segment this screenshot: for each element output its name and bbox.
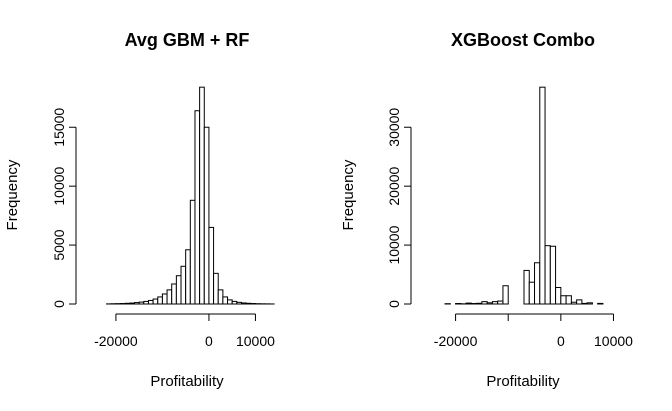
- histogram-bar: [497, 300, 504, 305]
- histogram-bar: [166, 289, 173, 305]
- y-tick-label: 15000: [51, 108, 67, 147]
- x-axis: -20000 0 10000: [94, 313, 275, 349]
- histogram-bar: [481, 301, 488, 305]
- histogram-bar: [222, 296, 229, 305]
- chart-title: Avg GBM + RF: [125, 30, 250, 50]
- bars: [444, 86, 604, 305]
- histogram-bar: [217, 289, 224, 305]
- histogram-bar: [245, 302, 252, 305]
- x-tick-label: -20000: [434, 333, 478, 349]
- y-tick-label: 5000: [51, 229, 67, 260]
- histogram-bar: [565, 295, 572, 305]
- y-tick-label: 30000: [386, 108, 402, 147]
- histogram-bar: [523, 269, 530, 305]
- histogram-bar: [152, 298, 159, 305]
- y-tick-label: 10000: [51, 166, 67, 205]
- histogram-bar: [147, 299, 154, 305]
- histogram-bar: [134, 302, 140, 305]
- histogram-bar: [231, 300, 238, 305]
- bars: [106, 86, 275, 305]
- histogram-bar: [227, 299, 233, 305]
- histogram-bar: [199, 86, 205, 305]
- x-axis-label: Profitability: [150, 373, 224, 390]
- histogram-bar: [208, 226, 215, 305]
- histogram-bar: [560, 295, 567, 305]
- histogram-bar: [555, 287, 562, 305]
- histogram-panel-xgboost-combo: XGBoost Combo Frequency Profitability 0 1…: [340, 30, 633, 390]
- y-tick-label: 20000: [386, 166, 402, 205]
- histogram-bar: [203, 126, 210, 305]
- histogram-bar: [185, 249, 191, 305]
- histogram-bar: [157, 296, 163, 305]
- chart-title: XGBoost Combo: [451, 30, 595, 50]
- histogram-bar: [465, 302, 472, 305]
- histogram-bar: [486, 302, 493, 305]
- y-tick-label: 0: [386, 300, 402, 308]
- x-tick-label: 10000: [594, 333, 633, 349]
- y-axis: 0 5000 10000 15000: [51, 108, 77, 308]
- histogram-bar: [502, 285, 509, 305]
- x-tick-label: 0: [557, 333, 565, 349]
- histogram-bar: [138, 301, 145, 305]
- histogram-bar: [194, 110, 201, 305]
- histogram-bar: [175, 275, 182, 305]
- histogram-bar: [544, 245, 551, 305]
- y-tick-label: 10000: [386, 225, 402, 264]
- histogram-bar: [236, 301, 242, 305]
- histogram-bar: [539, 86, 546, 305]
- histogram-bar: [240, 302, 247, 305]
- histogram-panel-avg-gbm-rf: Avg GBM + RF Frequency Profitability 0 50…: [4, 30, 275, 390]
- histogram-bar: [189, 199, 196, 305]
- x-axis: -20000 0 10000: [434, 313, 633, 349]
- x-tick-label: -20000: [94, 333, 138, 349]
- histogram-bar: [213, 272, 219, 305]
- y-axis-label: Frequency: [4, 159, 21, 230]
- histogram-bar: [129, 302, 136, 305]
- histogram-bar: [171, 283, 177, 305]
- histogram-bar: [491, 301, 499, 305]
- histogram-bar: [124, 302, 131, 305]
- histogram-bar: [581, 302, 588, 305]
- x-tick-label: 10000: [236, 333, 275, 349]
- histogram-bar: [180, 265, 187, 305]
- histogram-bar: [586, 302, 593, 305]
- histogram-bar: [534, 262, 541, 305]
- y-axis: 0 10000 20000 30000: [386, 108, 412, 308]
- histogram-bar: [143, 300, 149, 305]
- histogram-bar: [549, 245, 557, 305]
- x-tick-label: 0: [205, 333, 213, 349]
- histogram-bar: [570, 301, 578, 305]
- histogram-bar: [576, 299, 583, 305]
- histogram-bar: [597, 302, 604, 305]
- x-axis-label: Profitability: [486, 373, 560, 390]
- histogram-bar: [161, 293, 168, 305]
- histogram-bar: [476, 302, 483, 305]
- histogram-bar: [528, 281, 536, 305]
- y-tick-label: 0: [51, 300, 67, 308]
- y-axis-label: Frequency: [340, 159, 357, 230]
